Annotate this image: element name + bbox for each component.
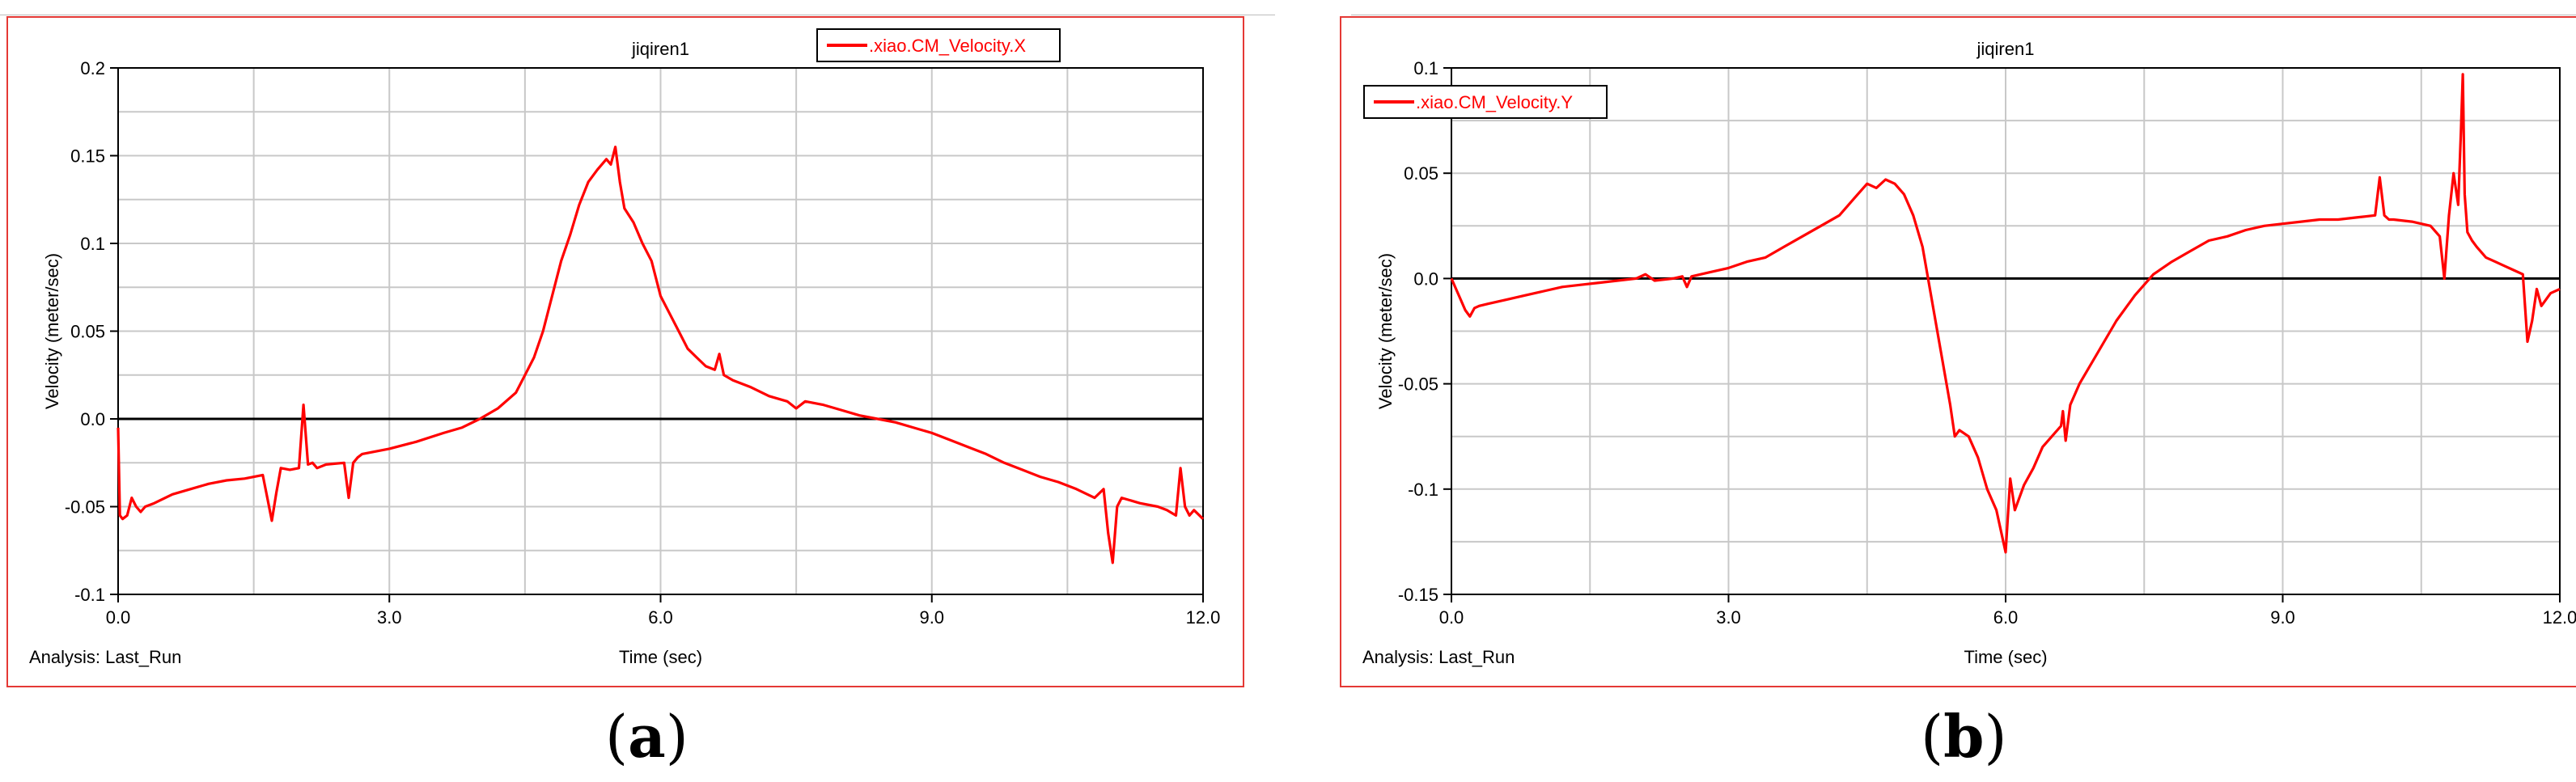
chart-title: jiqiren1	[631, 39, 689, 59]
legend-label: .xiao.CM_Velocity.Y	[1416, 92, 1573, 112]
y-tick-label: -0.15	[1398, 585, 1438, 605]
y-tick-label: 0.15	[70, 146, 105, 167]
x-tick-label: 9.0	[919, 607, 944, 628]
y-tick-label: -0.1	[1408, 480, 1438, 500]
x-axis-label: Time (sec)	[1964, 647, 2047, 667]
chart-panel-a: -0.1 -0.05 0.0 0.05 0.1 0.15 0.2 0.0 3.0 6.0 9.0 12…	[6, 16, 1244, 687]
x-tick-label: 12.0	[1186, 607, 1221, 628]
y-tick-label: 0.0	[80, 409, 105, 429]
analysis-label: Analysis: Last_Run	[1362, 647, 1515, 667]
y-tick-label: 0.1	[80, 234, 105, 254]
x-tick-label: 3.0	[1716, 607, 1741, 628]
analysis-label: Analysis: Last_Run	[29, 647, 181, 667]
chart-a: -0.1 -0.05 0.0 0.05 0.1 0.15 0.2 0.0 3.0 6.0 9.0 12…	[29, 28, 1221, 667]
chart-panel-b: -0.15 -0.1 -0.05 0.0 0.05 0.1 0.0 3.0 6.0 9.0 12.0…	[1340, 16, 2576, 687]
x-tick-label: 6.0	[1993, 607, 2019, 628]
caption-b: (b)	[1921, 702, 2007, 771]
y-tick-label: -0.1	[74, 585, 105, 605]
chart-title: jiqiren1	[1976, 39, 2035, 59]
y-tick-label: 0.2	[80, 58, 105, 78]
y-tick-label: 0.05	[70, 322, 105, 342]
y-tick-label: 0.05	[1404, 163, 1438, 184]
y-tick-label: -0.05	[1398, 374, 1438, 395]
x-tick-label: 9.0	[2270, 607, 2295, 628]
series-line	[117, 146, 1205, 564]
x-tick-label: 6.0	[648, 607, 673, 628]
x-tick-label: 0.0	[106, 607, 131, 628]
series-line	[1450, 73, 2561, 554]
caption-a: (a)	[605, 702, 688, 771]
x-axis-label: Time (sec)	[619, 647, 702, 667]
y-tick-label: 0.0	[1413, 268, 1438, 289]
y-axis-label: Velocity (meter/sec)	[1375, 253, 1396, 409]
legend-label: .xiao.CM_Velocity.X	[869, 36, 1026, 56]
y-tick-label: 0.1	[1413, 58, 1438, 78]
chart-b: -0.15 -0.1 -0.05 0.0 0.05 0.1 0.0 3.0 6.0 9.0 12.0…	[1362, 39, 2576, 667]
x-tick-label: 0.0	[1439, 607, 1464, 628]
x-tick-label: 3.0	[377, 607, 402, 628]
y-tick-label: -0.05	[65, 497, 105, 518]
x-tick-label: 12.0	[2543, 607, 2576, 628]
y-axis-label: Velocity (meter/sec)	[42, 253, 62, 409]
